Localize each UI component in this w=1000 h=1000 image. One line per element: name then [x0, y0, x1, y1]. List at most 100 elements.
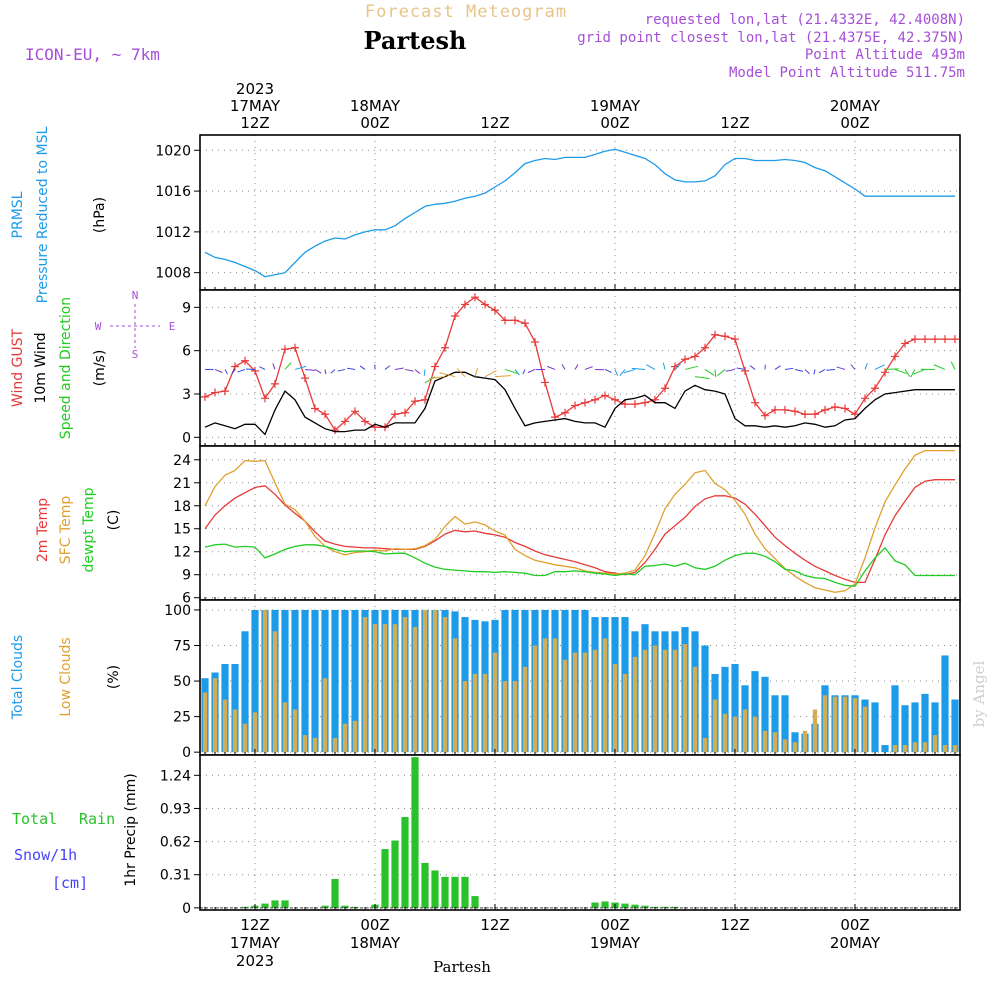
wind-arrow [725, 368, 736, 372]
temperature-panel: 6 9 12 15 18 21 24 [173, 445, 961, 607]
gust-marker [491, 306, 499, 315]
gust-marker [311, 404, 319, 413]
low-cloud-bar [632, 656, 638, 753]
total-cloud-bar [751, 671, 759, 753]
rain-bar [461, 876, 469, 908]
low-cloud-bar [382, 624, 388, 753]
gust-marker [771, 405, 779, 414]
prmsl-label: PRMSL [10, 191, 26, 238]
low-cloud-bar [222, 699, 228, 753]
rain-bar [591, 902, 599, 908]
low-cloud-bar [732, 716, 738, 753]
total-label: Total [12, 810, 57, 828]
wind-arrow [894, 368, 907, 375]
gust-marker [351, 407, 359, 416]
low-cloud-bar [952, 745, 958, 753]
wind-arrow [439, 372, 456, 378]
gust-marker [951, 335, 959, 344]
low-cloud-bar [902, 745, 908, 753]
wind-arrow [494, 375, 511, 378]
low-cloud-bar [482, 673, 488, 753]
gust-marker [931, 335, 939, 344]
gust-marker [211, 388, 219, 397]
wind-arrow [774, 365, 781, 370]
gust-marker [441, 343, 449, 352]
low-cloud-bar [682, 644, 688, 753]
low-cloud-bar [542, 638, 548, 753]
total-clouds-label: Total Clouds [10, 635, 26, 720]
low-cloud-bar [362, 617, 368, 753]
gust-marker [831, 403, 839, 411]
gust-marker [891, 352, 899, 361]
model-label: ICON-EU, ~ 7km [25, 45, 160, 64]
series-line-wind-gust [204, 296, 955, 432]
bottom-time-label: 19MAY [590, 934, 641, 952]
model-altitude: Model Point Altitude 511.75m [729, 65, 965, 81]
low-cloud-bar [492, 652, 498, 753]
rain-bar [451, 876, 459, 908]
low-cloud-bar [592, 649, 598, 753]
y-tick-label: 0 [182, 901, 191, 917]
low-cloud-bar [692, 666, 698, 753]
wind-arrow [294, 365, 307, 370]
wind-arrow [704, 369, 715, 376]
low-cloud-bar [742, 709, 748, 753]
top-time-label: 00Z [600, 114, 629, 132]
gust-marker [391, 410, 399, 419]
y-tick-label: 50 [173, 674, 191, 690]
gust-marker [521, 319, 529, 328]
wind-arrow [818, 369, 826, 374]
total-cloud-bar [721, 666, 729, 753]
low-cloud-bar [702, 737, 708, 753]
low-cloud-bar [412, 627, 418, 753]
y-tick-label: 0.62 [160, 835, 191, 851]
wind-arrow [259, 366, 266, 370]
low-cloud-bar [912, 742, 918, 753]
y-tick-label: 0 [182, 430, 191, 446]
low-cloud-bar [372, 624, 378, 753]
gust-marker [851, 410, 859, 419]
series-line-2m-temp [204, 479, 955, 584]
y-tick-label: 6 [182, 591, 191, 607]
gust-marker [601, 391, 609, 400]
footer-location: Partesh [433, 958, 491, 976]
gust-marker [221, 387, 229, 396]
gust-label: Wind GUST [10, 328, 26, 407]
rain-bar [341, 905, 349, 908]
point-altitude: Point Altitude 493m [805, 47, 965, 63]
clouds-panel: 0 25 50 75 100 [164, 599, 961, 761]
wind-arrow [527, 368, 536, 374]
gust-marker [751, 398, 759, 407]
low-cloud-bar [242, 723, 248, 753]
low-cloud-bar [462, 681, 468, 753]
low-cloud-bar [352, 720, 358, 753]
low-cloud-bar [232, 709, 238, 753]
gust-marker [741, 366, 749, 375]
y-tick-label: 1008 [155, 266, 191, 282]
wind-arrow [604, 368, 612, 373]
y-tick-label: 3 [182, 387, 191, 403]
temp-unit: (C) [106, 510, 122, 531]
total-cloud-bar [731, 663, 739, 753]
low-cloud-bar [812, 709, 818, 753]
compass-west: W [95, 320, 102, 333]
total-cloud-bar [891, 685, 899, 753]
gust-marker [531, 338, 539, 346]
rain-bar [261, 903, 269, 908]
y-tick-label: 6 [182, 344, 191, 360]
low-cloud-bar [582, 652, 588, 753]
wind-arrow [813, 369, 816, 375]
wind-arrow [910, 369, 916, 378]
top-time-label: 19MAY [590, 97, 641, 115]
wind-arrow [913, 368, 926, 375]
gust-marker [721, 332, 729, 341]
compass-rose: N S W E [95, 289, 176, 361]
low-cloud-bar [342, 723, 348, 753]
top-time-label: 18MAY [350, 97, 401, 115]
low-cloud-bar [472, 673, 478, 753]
top-time-label: 12Z [480, 114, 509, 132]
gust-marker [581, 398, 589, 407]
y-tick-label: 1012 [155, 225, 191, 241]
rain-bar [331, 879, 339, 908]
